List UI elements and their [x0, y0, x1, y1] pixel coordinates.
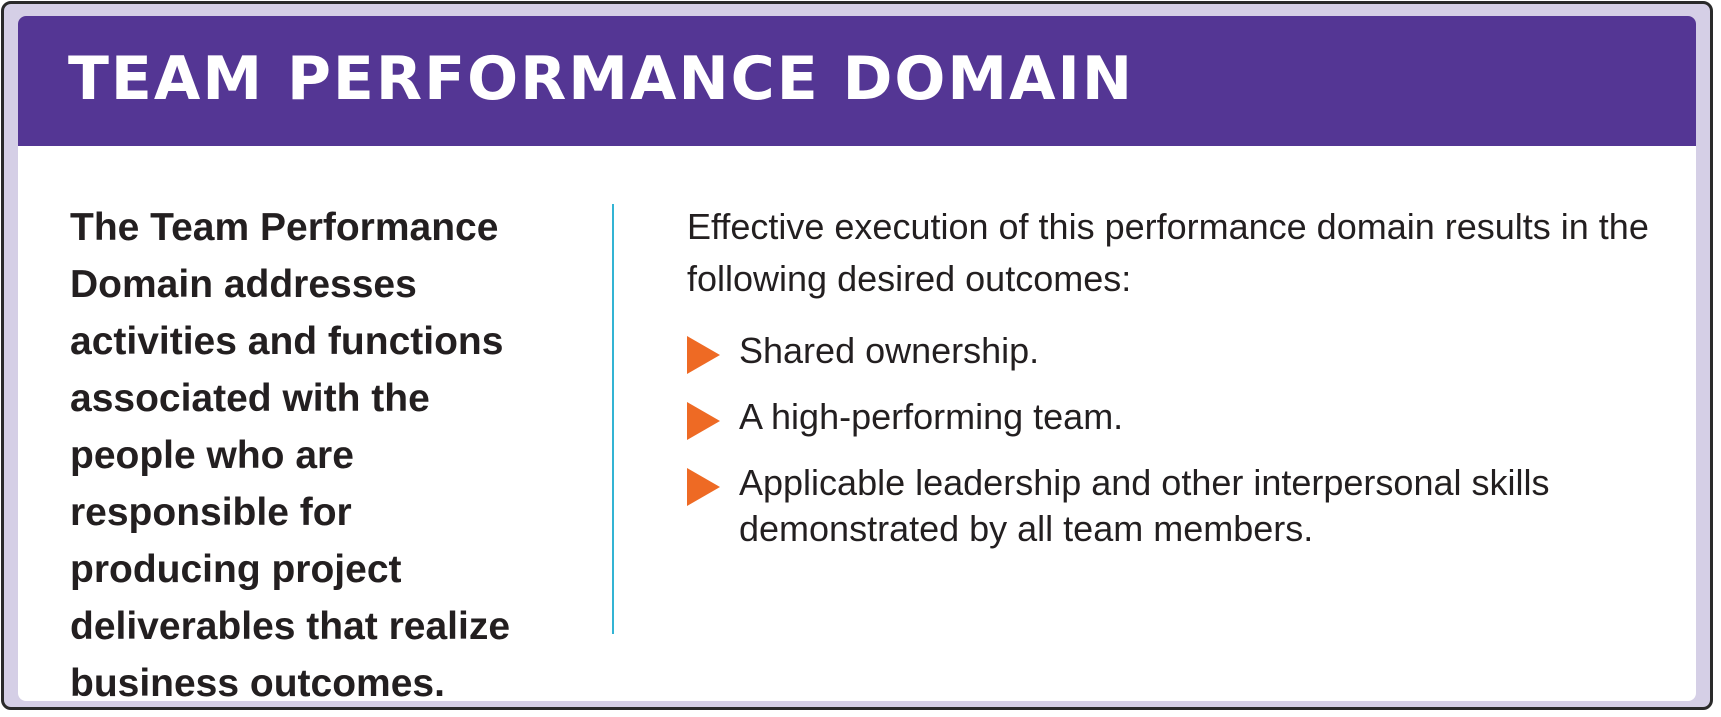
page-title: TEAM PERFORMANCE DOMAIN [68, 44, 1135, 114]
outcomes-list: Shared ownership. A high-performing team… [687, 328, 1667, 572]
outcome-text: Shared ownership. [739, 330, 1040, 371]
triangle-right-icon [687, 468, 720, 506]
outcome-text: A high-performing team. [739, 396, 1124, 437]
domain-card: TEAM PERFORMANCE DOMAIN The Team Perform… [18, 16, 1696, 701]
triangle-right-icon [687, 402, 720, 440]
list-item: Shared ownership. [687, 328, 1667, 374]
domain-definition: The Team Performance Domain addresses ac… [70, 206, 511, 701]
column-divider [612, 204, 614, 634]
list-item: A high-performing team. [687, 394, 1667, 440]
outcomes-intro: Effective execution of this performance … [687, 206, 1649, 299]
list-item: Applicable leadership and other interper… [687, 460, 1667, 552]
triangle-right-icon [687, 336, 720, 374]
header-banner: TEAM PERFORMANCE DOMAIN [18, 16, 1696, 146]
outcome-text: Applicable leadership and other interper… [739, 462, 1550, 549]
